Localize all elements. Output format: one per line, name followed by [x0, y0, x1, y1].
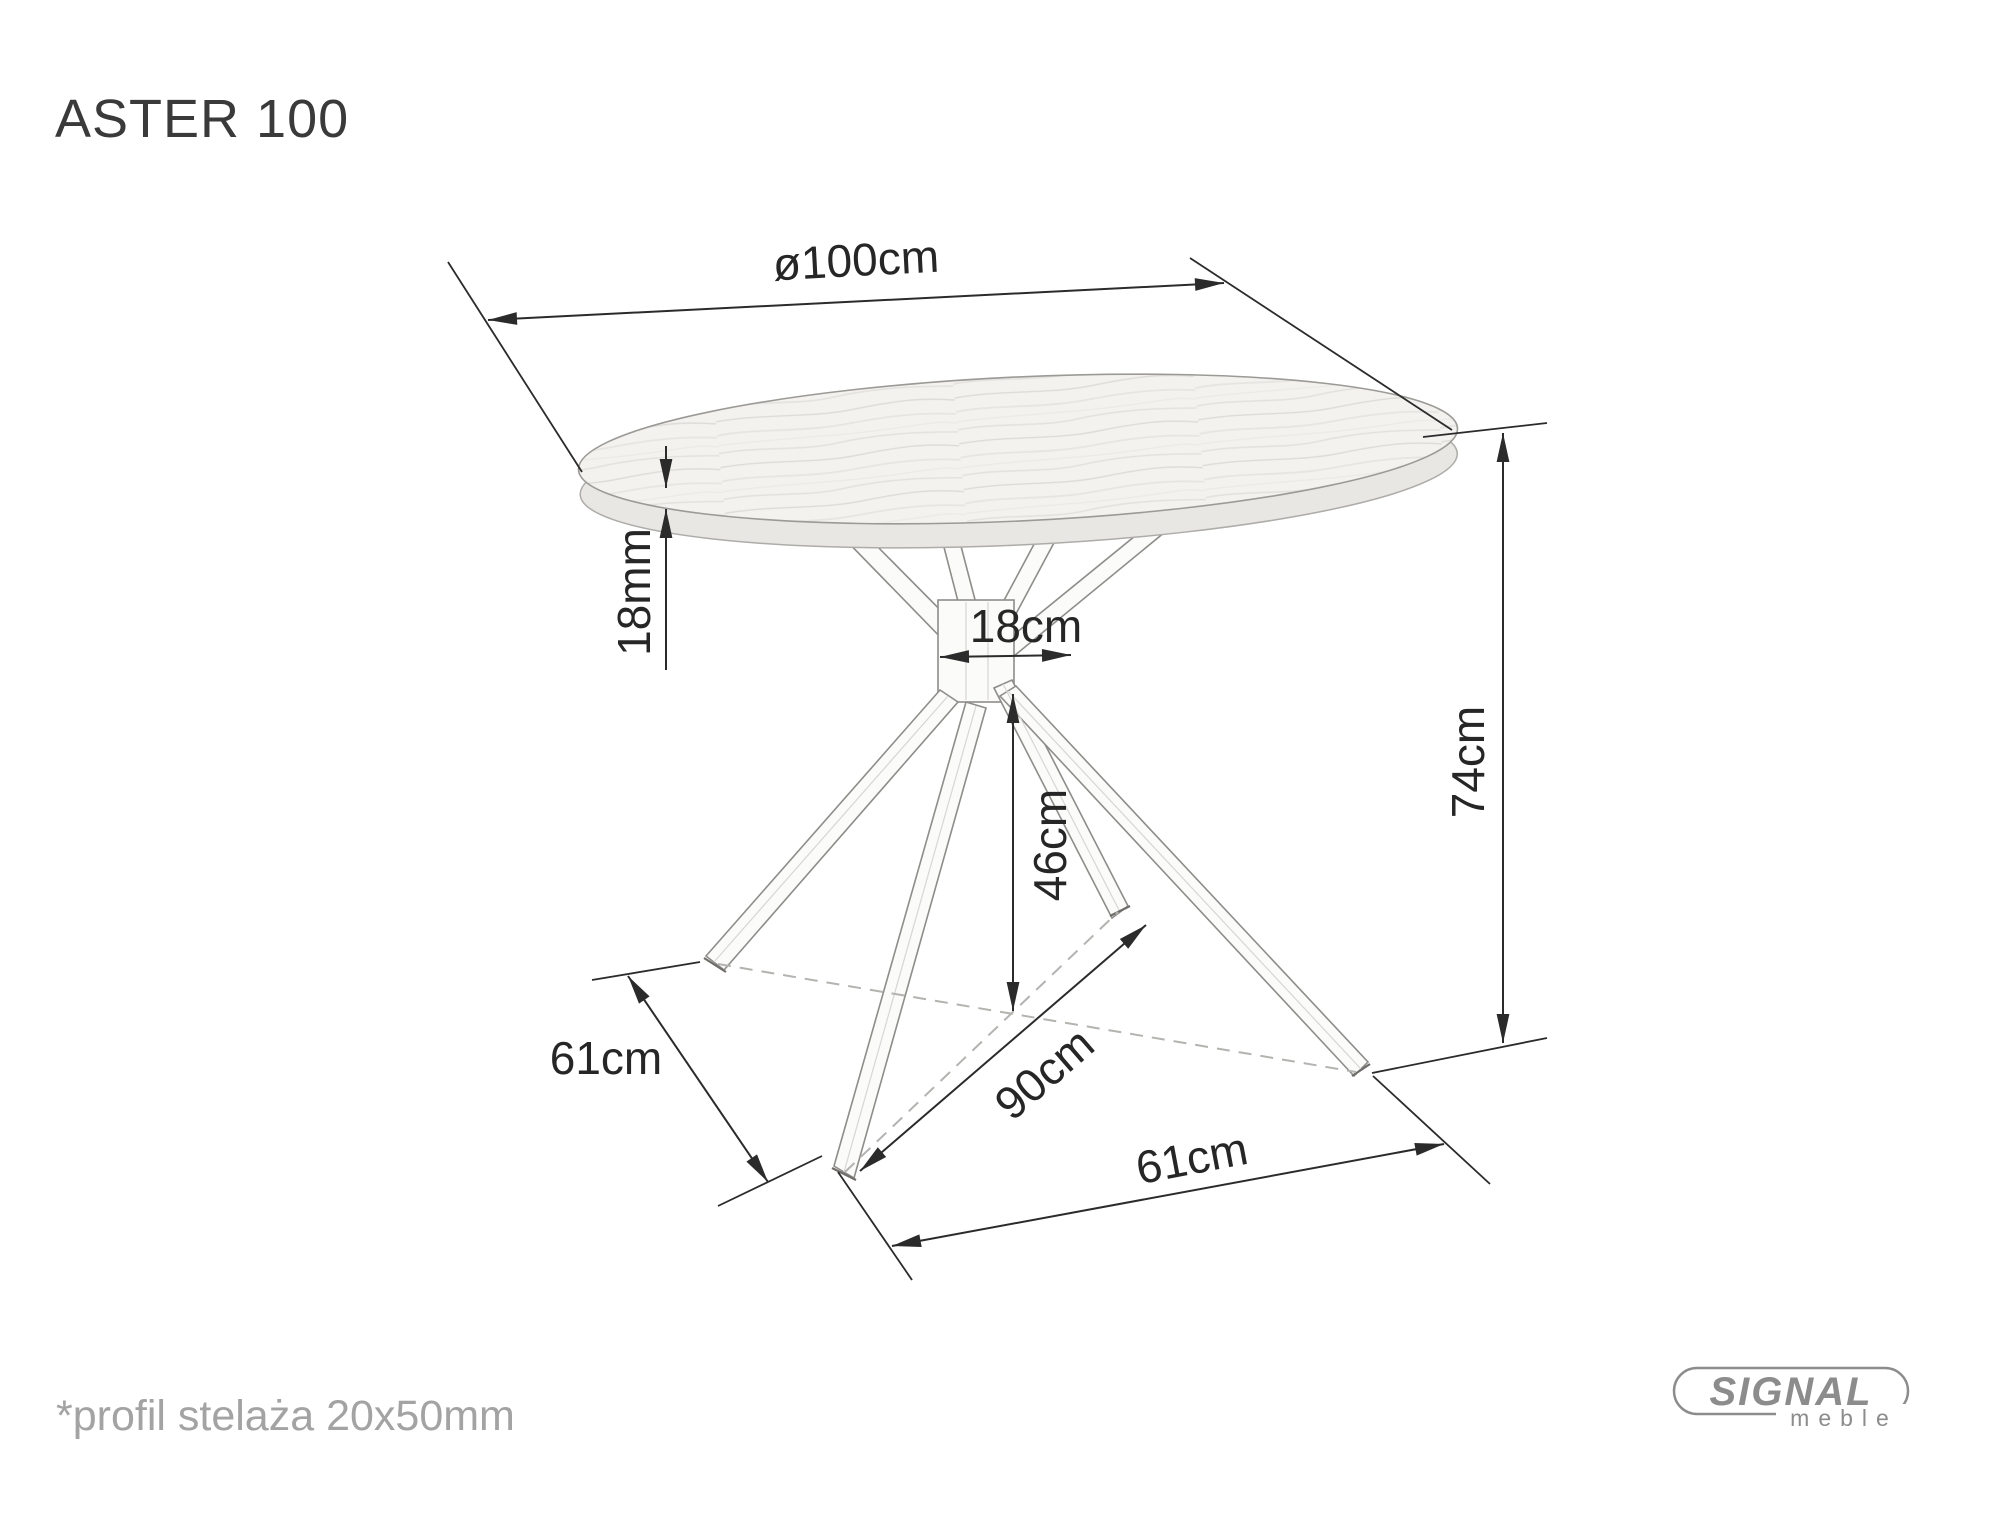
dimension-column-width: 18cm: [939, 600, 1082, 663]
base-bottom-extension-right: [1372, 1075, 1491, 1185]
dimension-top-thickness: 18mm: [608, 446, 673, 670]
dimension-table-height: 74cm: [1371, 422, 1548, 1074]
dimension-label-diameter: ø100cm: [772, 230, 941, 291]
logo-border-gap: [1776, 1404, 1912, 1432]
diameter-dimension-line: [487, 278, 1225, 325]
base-diagonal-dimension-line: [859, 924, 1147, 1172]
dimension-label-base-side-left: 61cm: [550, 1032, 662, 1084]
dimension-label-table-height: 74cm: [1442, 706, 1494, 818]
base-left-dimension-line: [627, 975, 769, 1183]
height-extension-bottom: [1371, 1037, 1548, 1074]
dimension-label-column-width: 18cm: [970, 600, 1082, 652]
brand-logo: SIGNAL meble: [1672, 1366, 1912, 1432]
base-left-extension-top: [591, 961, 701, 981]
tabletop: [577, 373, 1459, 549]
leg-rear-seam: [1002, 683, 1121, 913]
foot-front: [831, 1167, 857, 1181]
foot-rear: [1109, 905, 1131, 917]
base-left-extension-bottom: [717, 1155, 823, 1207]
diameter-extension-right: [1189, 257, 1453, 431]
logo-brand-text: SIGNAL: [1709, 1370, 1872, 1414]
footnote: *profil stelaża 20x50mm: [56, 1392, 515, 1440]
leg-right-seam: [1007, 690, 1362, 1070]
dimension-label-base-diagonal: 90cm: [985, 1017, 1104, 1130]
base-bottom-dimension-line: [891, 1142, 1445, 1248]
diameter-extension-left: [447, 261, 583, 473]
page-title: ASTER 100: [55, 89, 349, 149]
dimension-column-clearance: 46cm: [1006, 694, 1076, 1011]
logo-sub-text: meble: [1790, 1405, 1898, 1431]
column-width-dimension-line: [939, 649, 1072, 663]
foot-left: [703, 957, 727, 973]
floor-diagonal-left-right: [717, 963, 1357, 1073]
dimension-diameter: ø100cm: [447, 230, 1453, 473]
foot-right: [1351, 1063, 1371, 1077]
base-bottom-extension-left: [837, 1171, 913, 1281]
leg-left-seam: [713, 695, 949, 963]
tabletop-surface: [577, 373, 1459, 525]
height-extension-top: [1422, 422, 1548, 438]
dimension-base-side-left: 61cm: [550, 961, 823, 1207]
dimension-label-clearance: 46cm: [1024, 789, 1076, 901]
dimension-label-top-thickness: 18mm: [608, 528, 660, 656]
